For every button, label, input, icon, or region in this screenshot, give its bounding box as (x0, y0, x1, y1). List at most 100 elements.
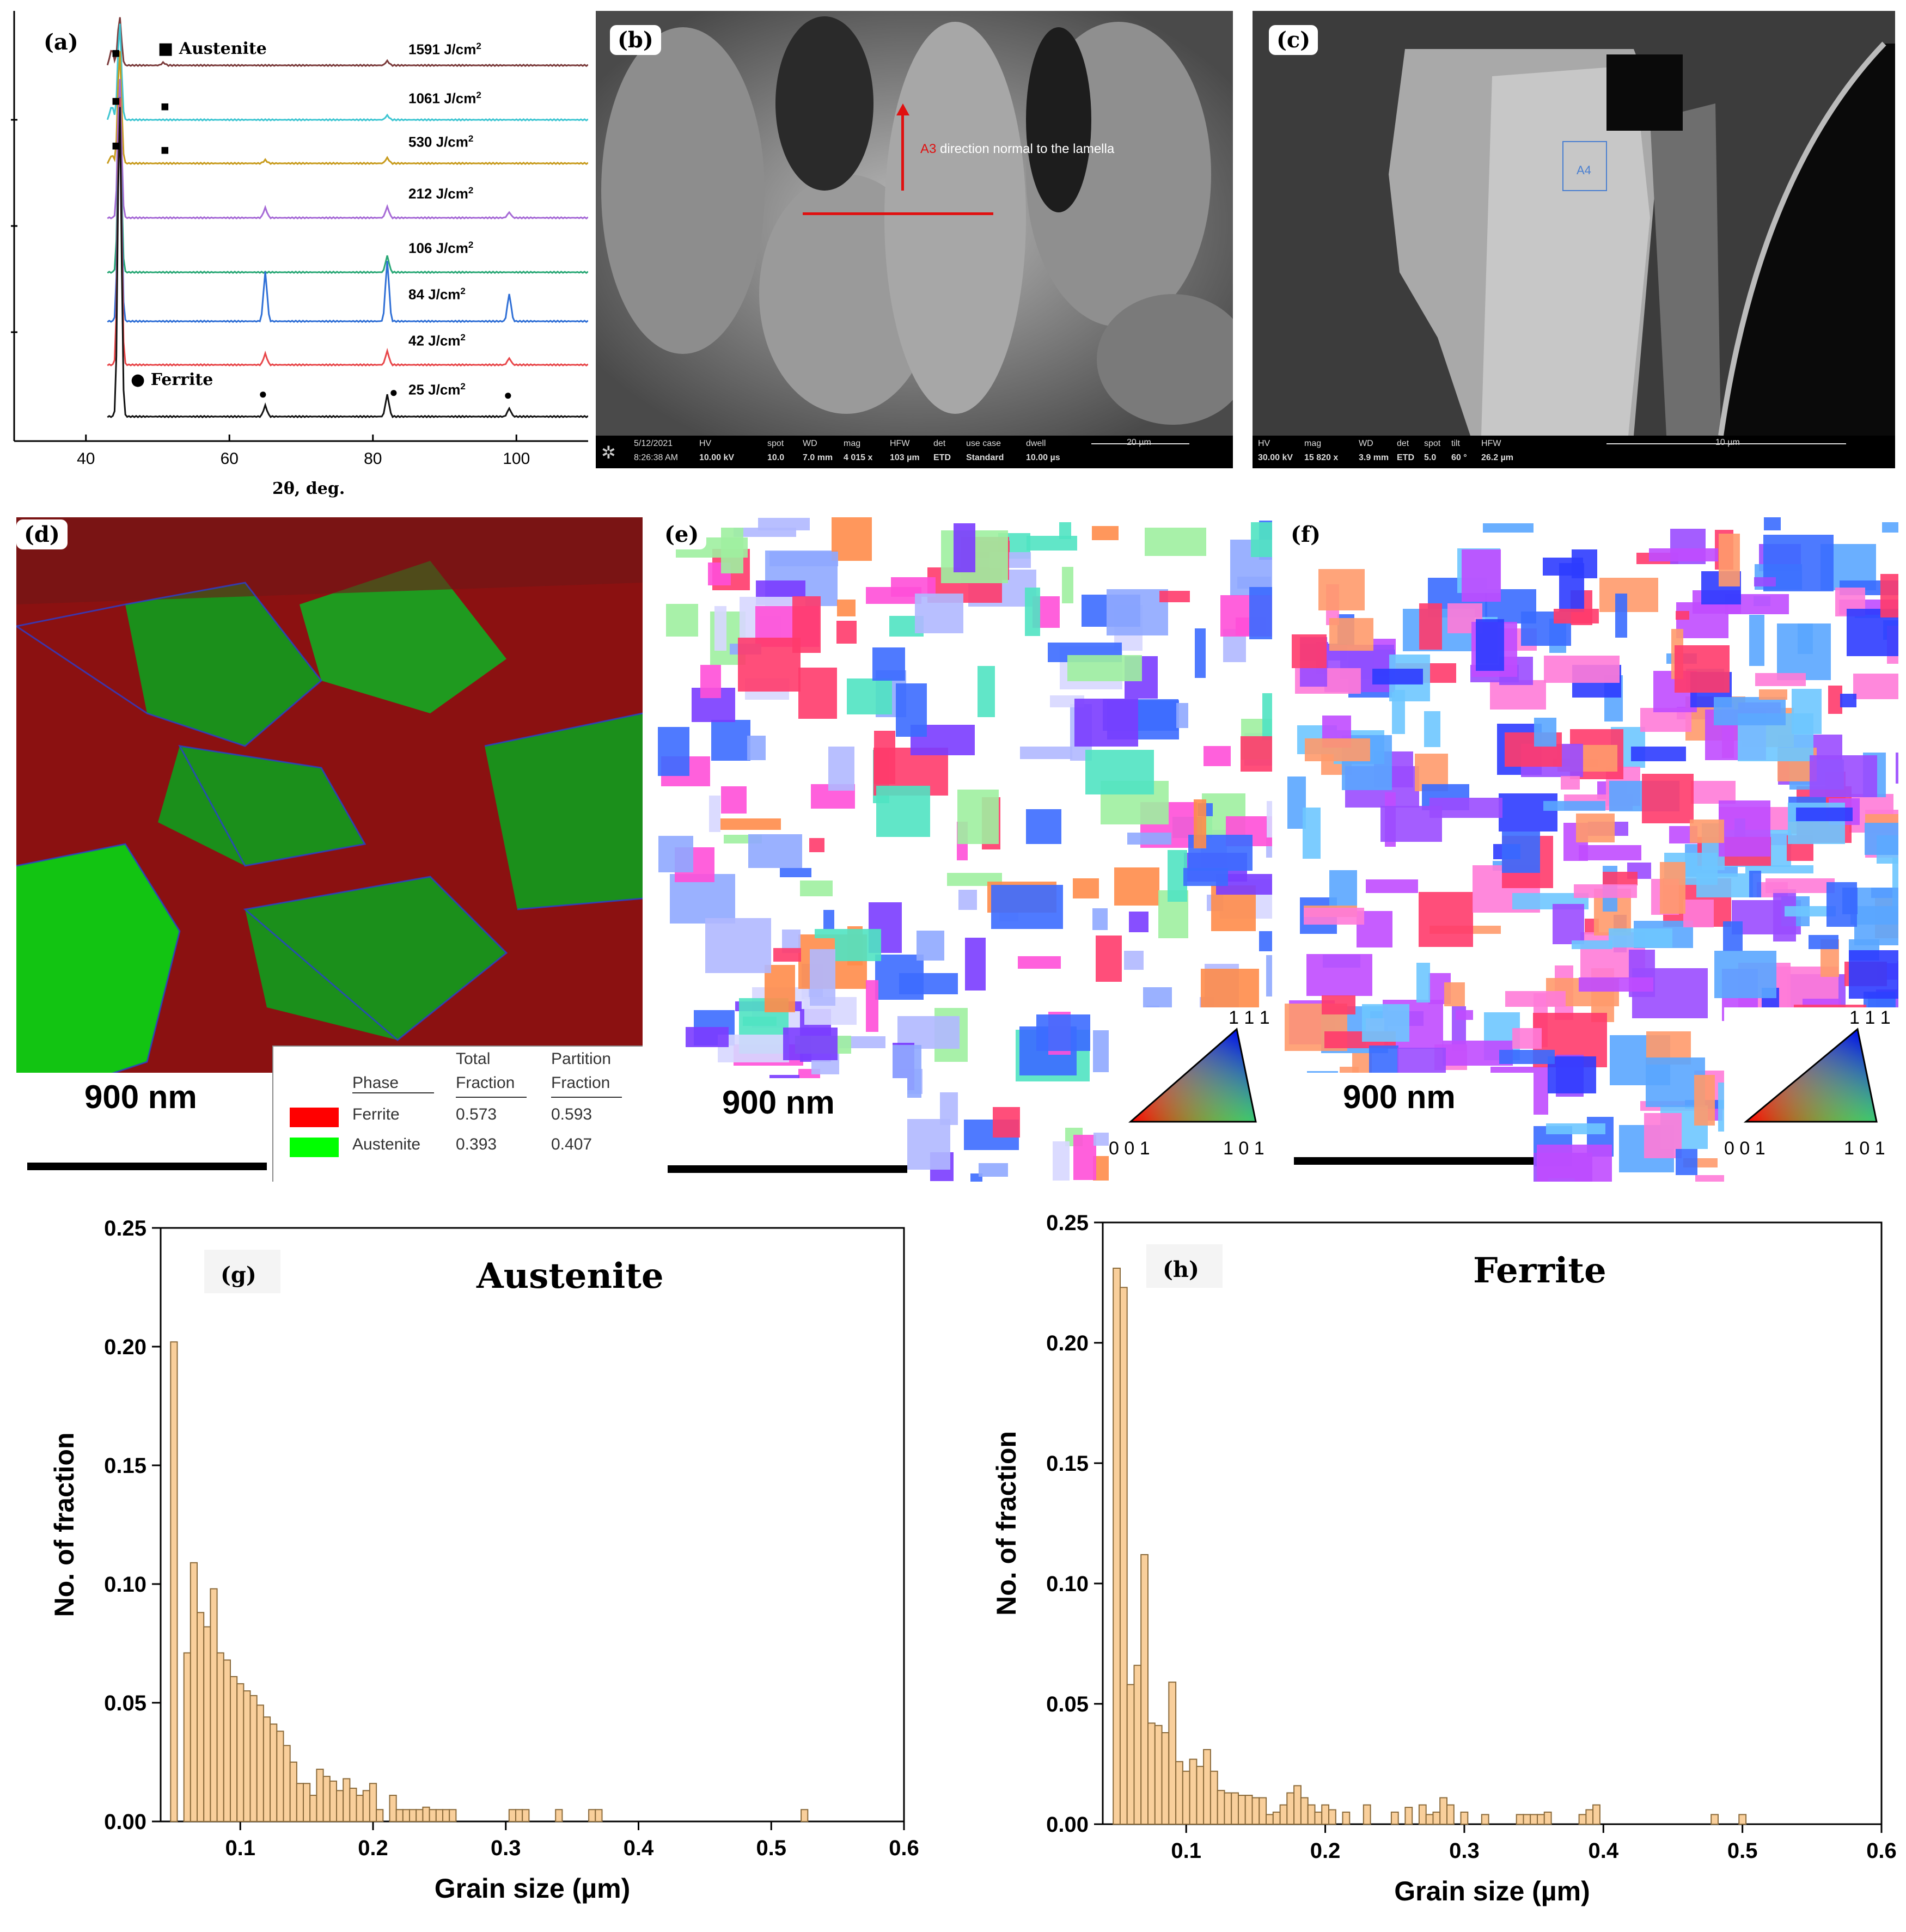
histogram-bar (210, 1588, 218, 1822)
y-tick-label: 0.10 (1046, 1572, 1089, 1596)
head-underline (456, 1097, 527, 1098)
histogram-bar (197, 1612, 205, 1822)
y-tick-label: 0.20 (1046, 1331, 1089, 1355)
grain-patch (800, 881, 833, 896)
grain-patch (1691, 781, 1736, 804)
histogram-bar (309, 1795, 317, 1822)
grain-patch (1025, 588, 1040, 636)
ipf-left-e: 0 0 1 (1109, 1138, 1150, 1159)
histogram-bar (256, 1704, 264, 1823)
histogram-bar (1244, 1795, 1253, 1825)
xrd-fluence-label: 42 J/cm2 (408, 332, 466, 349)
xrd-chart: 40 60 80 100 (11, 11, 589, 512)
grain-patch (1027, 536, 1077, 551)
grain-patch (1107, 589, 1168, 635)
histogram-bar (1439, 1797, 1448, 1825)
grain-patch (1074, 699, 1138, 747)
grain-patch (957, 790, 999, 844)
grain-patch (705, 918, 771, 973)
grain-patch (1114, 867, 1159, 906)
x-tick-label: 0.5 (756, 1836, 786, 1860)
histogram-bar (1432, 1811, 1441, 1825)
grain-patch (1020, 747, 1072, 759)
histogram-bar (249, 1695, 258, 1823)
y-tick-label: 0.05 (104, 1691, 146, 1715)
grain-patch (1882, 522, 1898, 533)
grain-patch (978, 666, 995, 717)
x-axis-label: Grain size (µm) (435, 1873, 630, 1904)
phase-swatch-ferrite (290, 1108, 339, 1127)
grain-patch (1826, 882, 1857, 927)
plot-frame (160, 1227, 905, 1823)
sem-databar-c: HV 30.00 kV mag 15 820 x WD 3.9 mm det ETD spot 5… (1253, 436, 1895, 468)
histogram-bar (216, 1652, 224, 1823)
databar-field-hv: HV 30.00 kV (1258, 439, 1293, 462)
date-time: 5/12/2021 8:26:38 AM (634, 439, 678, 463)
grain-patch (1631, 747, 1686, 761)
ferrite-grain-histogram: 0.00 0.05 0.10 0.15 0.20 0.25 0.1 0.2 0.3 0.4 0.5 0… (991, 1211, 1897, 1906)
histogram-bar (190, 1562, 198, 1822)
histogram-bar (243, 1690, 251, 1823)
grain-patch (1195, 628, 1206, 678)
histogram-bar (270, 1723, 278, 1823)
grain-patch (1642, 774, 1694, 823)
ipf-triangle-e (1128, 1028, 1257, 1123)
histogram-bar (1147, 1722, 1156, 1825)
histogram-bar (1363, 1804, 1371, 1825)
panel-label-a: (a) (36, 27, 86, 57)
histogram-bar (1460, 1811, 1469, 1825)
histogram-bar (316, 1769, 324, 1822)
xrd-curve-2 (106, 51, 589, 166)
xrd-fluence-label: 212 J/cm2 (408, 185, 474, 202)
sem-panel-b: A3 direction normal to the lamella ✲ 5/1… (596, 11, 1233, 468)
histogram-bar (1251, 1797, 1260, 1825)
databar-field-hfw: HFW 103 µm (890, 439, 920, 462)
y-tick-label: 0.10 (104, 1573, 146, 1597)
phase-map-panel: (d) 900 nm Total Fraction Partition Fracti… (16, 517, 643, 1182)
histogram-bar (1182, 1770, 1190, 1825)
databar-field-det: det ETD (1397, 439, 1414, 462)
ferrite-label: Ferrite (150, 370, 213, 389)
grain-patch (815, 929, 835, 938)
histogram-bar (1175, 1761, 1183, 1825)
grain-patch (721, 786, 747, 814)
lamella-line (803, 212, 993, 215)
col-part-1: Partition (551, 1050, 612, 1068)
grain-patch (709, 796, 720, 832)
grain-patch (1676, 611, 1689, 620)
grain-patch (1380, 806, 1442, 842)
histogram-title: Austenite (476, 1256, 664, 1297)
x-tick-label: 0.2 (358, 1836, 388, 1860)
grain-patch (720, 818, 781, 830)
grain-patch (1499, 1050, 1555, 1064)
x-tick-label: 0.2 (1310, 1839, 1341, 1863)
grain-patch (1419, 892, 1473, 947)
grain-patch (954, 523, 975, 572)
grain-patch (1810, 755, 1877, 797)
ferrite-peak-marker: ● (259, 386, 267, 402)
histogram-bar (1390, 1811, 1399, 1825)
grain-patch (769, 552, 838, 566)
grain-patch (1145, 528, 1206, 556)
histogram-bar (1196, 1765, 1205, 1825)
grain-patch (1292, 634, 1327, 668)
austenite-label: Austenite (179, 39, 267, 58)
x-tick-label: 0.5 (1727, 1839, 1758, 1863)
grain-patch (1306, 954, 1372, 996)
panel-label-e: (e) (657, 519, 707, 549)
grain-patch (1502, 832, 1540, 873)
grain-patch (866, 980, 878, 1032)
grain-patch (1644, 1113, 1682, 1158)
y-tick-label: 0.15 (1046, 1452, 1089, 1476)
histogram-bar (343, 1778, 351, 1822)
austenite-peak-marker: ■ (161, 98, 169, 114)
histogram-bar (1314, 1811, 1323, 1825)
grain-patch (1096, 936, 1122, 982)
histogram-bar (1140, 1554, 1149, 1825)
phase-swatch-austenite (290, 1138, 339, 1157)
grain-patch (1505, 991, 1566, 1007)
databar-field-wd: WD 7.0 mm (803, 439, 833, 462)
grain-patch (773, 948, 801, 962)
sem-databar-b: ✲ 5/12/2021 8:26:38 AM HV 10.00 kV spot 10.0… (596, 436, 1233, 468)
normal-arrow-head (896, 103, 909, 115)
